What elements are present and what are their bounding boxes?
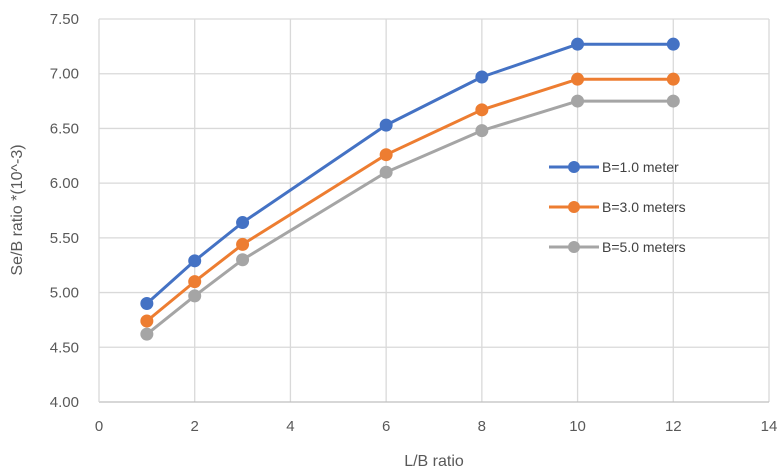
data-point: [475, 70, 489, 84]
legend-swatch-marker: [568, 241, 580, 253]
y-tick-label: 5.00: [50, 285, 79, 302]
data-point: [188, 289, 202, 303]
data-point: [236, 253, 250, 267]
x-tick-label: 0: [95, 418, 103, 435]
series-2: [140, 72, 680, 328]
legend-label: B=5.0 meters: [602, 239, 686, 255]
data-point: [666, 37, 680, 51]
data-point: [475, 124, 489, 138]
x-tick-label: 2: [191, 418, 199, 435]
y-tick-label: 7.00: [50, 66, 79, 83]
legend-entry: B=3.0 meters: [549, 199, 686, 215]
data-point: [140, 297, 154, 311]
y-tick-label: 4.00: [50, 394, 79, 411]
series-line: [145, 77, 675, 323]
data-point: [379, 165, 393, 179]
data-point: [475, 103, 489, 117]
axes: [98, 19, 769, 403]
x-tick-labels: 0 2 4 6 8 10 12 14: [95, 418, 777, 435]
data-point: [188, 254, 202, 268]
series-line: [145, 99, 675, 336]
data-point: [571, 37, 585, 51]
data-point: [666, 72, 680, 86]
data-point: [140, 314, 154, 328]
y-tick-label: 4.50: [50, 339, 79, 356]
legend-swatch-marker: [568, 161, 580, 173]
x-tick-label: 10: [569, 418, 586, 435]
data-series: [140, 37, 680, 341]
data-point: [236, 237, 250, 251]
y-tick-label: 6.00: [50, 175, 79, 192]
series-3: [140, 94, 680, 341]
data-point: [379, 148, 393, 162]
data-point: [188, 275, 202, 289]
data-point: [571, 94, 585, 108]
y-tick-label: 7.50: [50, 11, 79, 28]
legend-swatch-marker: [568, 201, 580, 213]
legend-entry: B=5.0 meters: [549, 239, 686, 255]
x-tick-label: 14: [761, 418, 777, 435]
y-tick-label: 5.50: [50, 230, 79, 247]
y-axis-title: Se/B ratio *(10^-3): [9, 144, 26, 275]
data-point: [236, 216, 250, 230]
data-point: [140, 327, 154, 341]
x-tick-label: 6: [382, 418, 390, 435]
x-tick-label: 4: [286, 418, 294, 435]
legend-entry: B=1.0 meter: [549, 159, 679, 175]
x-tick-label: 12: [665, 418, 682, 435]
data-point: [666, 94, 680, 108]
series-line: [145, 42, 675, 305]
x-tick-label: 8: [478, 418, 486, 435]
series-1: [140, 37, 680, 311]
y-tick-labels: 4.00 4.50 5.00 5.50 6.00 6.50 7.00 7.50: [50, 11, 79, 411]
x-axis-title: L/B ratio: [404, 453, 464, 470]
data-point: [571, 72, 585, 86]
legend-label: B=1.0 meter: [602, 159, 679, 175]
legend-label: B=3.0 meters: [602, 199, 686, 215]
legend: B=1.0 meter B=3.0 meters B=5.0 meters: [549, 159, 686, 255]
data-point: [379, 118, 393, 132]
y-tick-label: 6.50: [50, 120, 79, 137]
